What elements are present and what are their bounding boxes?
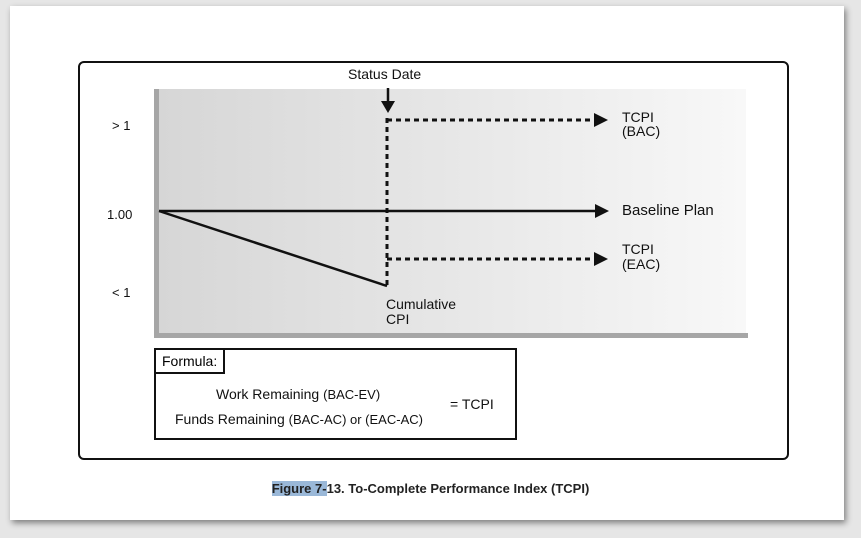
tcpi-bac-label-line1: TCPI (622, 109, 654, 125)
caption-highlight: Figure 7- (271, 481, 327, 496)
formula-numerator: Work Remaining (BAC-EV) (216, 386, 381, 403)
baseline-plan-label: Baseline Plan (622, 202, 714, 219)
tcpi-eac-label-line2: (EAC) (622, 256, 661, 272)
numerator-paren: (BAC-EV) (323, 387, 381, 402)
cumulative-cpi-line (158, 209, 388, 288)
formula-denominator: Funds Remaining (BAC-AC) or (EAC-AC) (175, 411, 423, 428)
x-axis (154, 333, 748, 338)
tcpi-eac-arrowhead (594, 252, 608, 266)
status-date-label: Status Date (348, 66, 422, 82)
tcpi-bac-arrowhead (594, 113, 608, 127)
denominator-main: Funds Remaining (175, 411, 285, 427)
figure-caption: Figure 7-13. To-Complete Performance Ind… (0, 481, 861, 496)
status-date-arrowhead (381, 101, 395, 113)
cumulative-cpi-label-line2: CPI (386, 311, 410, 327)
formula-box: Formula: (154, 348, 517, 440)
numerator-main: Work Remaining (216, 386, 320, 402)
cumulative-cpi-label-line1: Cumulative (386, 296, 457, 312)
y-label-less-than-one: < 1 (112, 285, 131, 300)
y-axis (154, 89, 159, 338)
baseline-plan-arrowhead (595, 204, 609, 218)
y-label-greater-than-one: > 1 (112, 118, 131, 133)
formula-result: = TCPI (450, 396, 494, 412)
tcpi-eac-label-line1: TCPI (622, 241, 654, 257)
caption-text: 13. To-Complete Performance Index (TCPI) (326, 481, 590, 496)
formula-label: Formula: (156, 350, 226, 374)
y-label-one: 1.00 (107, 207, 133, 222)
tcpi-bac-label-line2: (BAC) (622, 123, 661, 139)
denominator-paren: (BAC-AC) or (EAC-AC) (288, 412, 423, 427)
